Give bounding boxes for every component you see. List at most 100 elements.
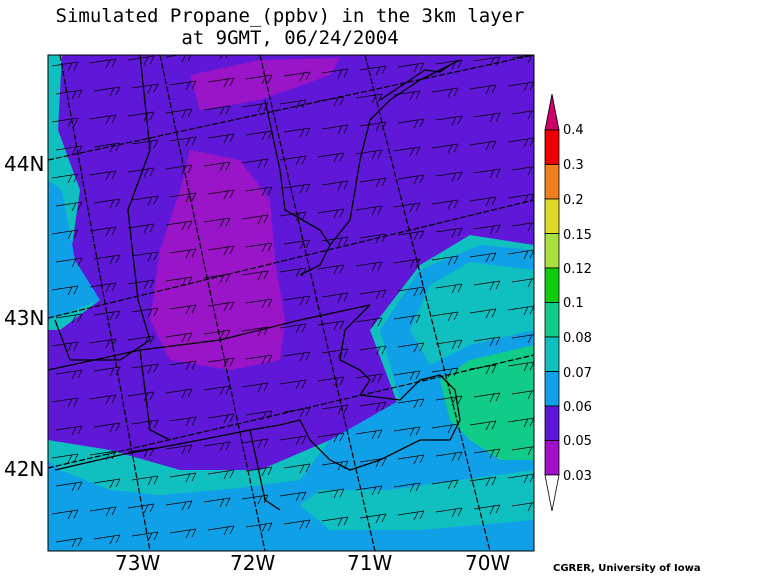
wind-barb	[89, 58, 117, 69]
wind-barb	[55, 369, 83, 380]
wind-barb	[435, 339, 463, 350]
wind-barb	[359, 513, 387, 524]
wind-barb	[317, 152, 345, 163]
wind-barb	[317, 208, 345, 219]
wind-barb	[507, 249, 534, 260]
colorbar-swatch	[544, 164, 560, 200]
wind-barb	[89, 394, 117, 405]
wind-barb	[473, 392, 501, 403]
wind-barb	[89, 506, 117, 517]
wind-barb	[55, 257, 83, 268]
wind-barb	[321, 516, 349, 527]
wind-barb	[435, 227, 463, 238]
map-frame	[47, 54, 535, 552]
wind-barb	[283, 127, 311, 138]
wind-barb	[55, 425, 83, 436]
wind-barb	[469, 420, 497, 431]
wind-barb	[279, 267, 307, 278]
colorbar-swatch	[544, 440, 560, 476]
wind-barb	[394, 35, 420, 44]
wind-barb	[203, 161, 231, 172]
wind-barb	[431, 311, 459, 322]
concentration-field	[48, 55, 534, 551]
wind-barb	[469, 252, 497, 263]
wind-barb	[89, 282, 117, 293]
wind-barb	[169, 472, 197, 483]
wind-barb	[359, 345, 387, 356]
wind-barb	[397, 510, 425, 521]
wind-barb	[165, 332, 193, 343]
wind-barb	[473, 112, 501, 123]
wind-barb	[245, 186, 273, 197]
wind-barb	[93, 366, 121, 377]
wind-barb	[207, 413, 235, 424]
wind-barb	[131, 251, 159, 262]
wind-barb	[280, 44, 306, 53]
colorbar-top-arrow	[544, 93, 560, 131]
wind-barb	[283, 71, 311, 82]
state-borders	[48, 55, 461, 511]
wind-barb	[393, 146, 421, 157]
wind-barb	[203, 273, 231, 284]
wind-barb	[245, 298, 273, 309]
wind-barb	[131, 363, 159, 374]
wind-barb	[507, 473, 534, 484]
wind-barb	[393, 202, 421, 213]
colorbar-swatch	[544, 267, 560, 303]
lon-label-72w: 72W	[230, 551, 276, 575]
wind-barb	[473, 280, 501, 291]
wind-barb	[507, 361, 534, 372]
wind-barb	[169, 528, 197, 539]
wind-barb	[241, 270, 269, 281]
wind-barb	[93, 534, 121, 545]
wind-barb	[393, 258, 421, 269]
wind-barb	[207, 245, 235, 256]
wind-barb	[507, 417, 534, 428]
wind-barb	[55, 89, 83, 100]
wind-barb	[245, 242, 273, 253]
wind-barb	[469, 308, 497, 319]
wind-barb	[431, 143, 459, 154]
wind-barb	[131, 83, 159, 94]
wind-barb	[470, 29, 496, 38]
wind-barb	[245, 74, 273, 85]
wind-barb	[473, 168, 501, 179]
wind-barb	[51, 229, 79, 240]
colorbar-label-11: 0.03	[563, 469, 592, 484]
wind-barb	[435, 171, 463, 182]
colorbar-label-3: 0.2	[563, 193, 584, 208]
map-title-line1: Simulated Propane_(ppbv) in the 3km laye…	[55, 5, 525, 27]
wind-barb	[51, 341, 79, 352]
wind-barb	[507, 305, 534, 316]
wind-barb	[165, 388, 193, 399]
wind-barb	[359, 233, 387, 244]
wind-barb	[283, 519, 311, 530]
wind-barb	[397, 62, 425, 73]
wind-barb	[127, 503, 155, 514]
wind-barb	[127, 279, 155, 290]
colorbar-bottom-arrow	[544, 474, 560, 512]
wind-barb	[279, 99, 307, 110]
wind-barb	[89, 226, 117, 237]
wind-barb	[435, 283, 463, 294]
wind-barb	[165, 500, 193, 511]
wind-barb	[355, 429, 383, 440]
wind-barb	[397, 398, 425, 409]
colorbar-label-4: 0.15	[563, 228, 592, 243]
wind-barb	[355, 261, 383, 272]
wind-barb	[169, 136, 197, 147]
wind-barb	[321, 68, 349, 79]
colorbar-swatch	[544, 405, 560, 441]
wind-barb	[245, 354, 273, 365]
wind-barb	[317, 432, 345, 443]
wind-barb	[55, 313, 83, 324]
wind-barb	[241, 214, 269, 225]
lat-label-42n: 42N	[4, 457, 45, 481]
colorbar-label-9: 0.06	[563, 400, 592, 415]
wind-barb	[355, 373, 383, 384]
colorbar-swatch	[544, 233, 560, 269]
field-cyan-2	[300, 262, 534, 530]
wind-barb	[131, 531, 159, 542]
wind-barb	[89, 170, 117, 181]
wind-barb	[207, 525, 235, 536]
